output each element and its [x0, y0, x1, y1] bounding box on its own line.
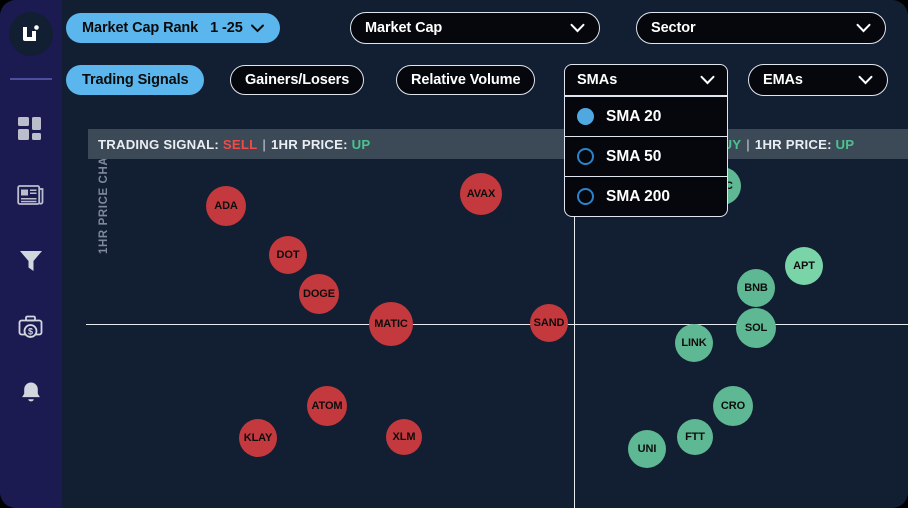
banner-sell-price-label: 1HR PRICE: [270, 136, 348, 152]
radio-unselected-icon [577, 148, 594, 165]
tab-gainers-losers-label: Gainers/Losers [245, 72, 350, 88]
filter-market-cap[interactable]: Market Cap [350, 12, 600, 44]
smas-option-sma-20[interactable]: SMA 20 [565, 96, 727, 136]
sidebar-divider [10, 78, 52, 80]
tab-gainers-losers[interactable]: Gainers/Losers [230, 65, 365, 95]
chart-bubble-label: ATOM [311, 400, 343, 412]
filter-market-cap-label: Market Cap [365, 20, 443, 36]
chart-bubble-label: SAND [533, 317, 565, 329]
bubble-chart: 1HR PRICE CHANGE TRADING SIGNAL: SELL | 1H… [62, 104, 908, 508]
sidebar: $ [0, 0, 62, 508]
chart-bubble-label: LINK [681, 337, 707, 349]
chevron-down-icon [250, 24, 264, 33]
tab-relative-volume[interactable]: Relative Volume [396, 65, 536, 95]
chart-bubble-dot[interactable]: DOT [269, 236, 307, 274]
smas-dropdown-button[interactable]: SMAs [564, 64, 728, 96]
filter-market-cap-rank-value: 1 -25 [210, 20, 243, 36]
sidebar-item-alerts[interactable] [14, 376, 48, 410]
chart-bubble-klay[interactable]: KLAY [239, 419, 277, 457]
chart-bubble-label: ADA [214, 200, 238, 212]
banner-sell-prefix: TRADING SIGNAL: [98, 136, 219, 152]
filter-market-cap-rank-label: Market Cap Rank [82, 20, 199, 36]
filter-sector[interactable]: Sector [636, 12, 886, 44]
chevron-down-icon [856, 23, 871, 33]
sidebar-item-screener[interactable] [14, 244, 48, 278]
chart-bubble-matic[interactable]: MATIC [369, 302, 413, 346]
chart-bubble-ada[interactable]: ADA [206, 186, 246, 226]
banner-sell-price-value: UP [351, 136, 371, 152]
smas-option-sma-200-label: SMA 200 [606, 187, 671, 205]
banner-sell-signal: SELL [222, 136, 258, 152]
smas-dropdown: SMAs SMA 20 SMA 50 SMA 200 [564, 64, 728, 217]
smas-option-list: SMA 20 SMA 50 SMA 200 [564, 96, 728, 217]
brand-logo-icon[interactable] [9, 12, 53, 56]
chart-bubble-apt[interactable]: APT [785, 247, 823, 285]
chart-bubble-cro[interactable]: CRO [713, 386, 753, 426]
sidebar-item-dashboard[interactable] [14, 112, 48, 146]
sidebar-item-news[interactable] [14, 178, 48, 212]
chart-bubble-label: KLAY [243, 432, 273, 444]
chart-bubble-atom[interactable]: ATOM [307, 386, 347, 426]
chart-bubble-label: BNB [744, 282, 768, 294]
banner-buy-price-value: UP [835, 136, 855, 152]
chart-bubble-avax[interactable]: AVAX [460, 173, 502, 215]
chart-bubble-label: SOL [744, 322, 768, 334]
chart-bubble-link[interactable]: LINK [675, 324, 713, 362]
chevron-down-icon [858, 75, 873, 85]
chart-vertical-divider [574, 104, 576, 508]
chart-bubble-label: MATIC [374, 318, 408, 330]
smas-option-sma-200[interactable]: SMA 200 [565, 176, 727, 216]
banner-buy-separator: | [746, 136, 750, 152]
tab-relative-volume-label: Relative Volume [411, 72, 521, 88]
chart-bubble-label: AVAX [466, 188, 496, 200]
chart-zero-axis-line [86, 324, 908, 326]
chart-bubble-label: FTT [685, 431, 705, 443]
chart-bubble-label: CRO [720, 400, 746, 412]
chevron-down-icon [570, 23, 585, 33]
radio-unselected-icon [577, 188, 594, 205]
filter-market-cap-rank[interactable]: Market Cap Rank 1 -25 [66, 13, 280, 43]
chart-bubble-bnb[interactable]: BNB [737, 269, 775, 307]
radio-selected-icon [577, 108, 594, 125]
tab-trading-signals-label: Trading Signals [82, 72, 189, 88]
emas-label: EMAs [763, 72, 803, 88]
banner-buy-price-label: 1HR PRICE: [754, 136, 832, 152]
banner-sell-separator: | [262, 136, 266, 152]
sidebar-item-portfolio[interactable]: $ [14, 310, 48, 344]
chart-bubble-xlm[interactable]: XLM [386, 419, 422, 455]
chart-bubble-doge[interactable]: DOGE [299, 274, 339, 314]
chart-bubble-label: APT [793, 260, 815, 272]
chart-bubble-uni[interactable]: UNI [628, 430, 666, 468]
chart-bubble-sand[interactable]: SAND [530, 304, 568, 342]
smas-label: SMAs [577, 72, 618, 88]
chart-bubble-label: UNI [637, 443, 657, 455]
filter-sector-label: Sector [651, 20, 696, 36]
chart-bubble-label: XLM [392, 431, 416, 443]
smas-option-sma-50-label: SMA 50 [606, 147, 662, 165]
emas-dropdown-button[interactable]: EMAs [748, 64, 888, 96]
chart-bubble-label: DOGE [303, 288, 335, 300]
chevron-down-icon [700, 75, 715, 85]
svg-text:$: $ [28, 327, 33, 337]
chart-bubble-sol[interactable]: SOL [736, 308, 776, 348]
chart-bubble-ftt[interactable]: FTT [677, 419, 713, 455]
tab-trading-signals[interactable]: Trading Signals [66, 65, 205, 95]
smas-option-sma-20-label: SMA 20 [606, 107, 662, 125]
smas-option-sma-50[interactable]: SMA 50 [565, 136, 727, 176]
chart-bubble-label: DOT [276, 249, 300, 261]
banner-sell: TRADING SIGNAL: SELL | 1HR PRICE: UP [88, 129, 574, 159]
